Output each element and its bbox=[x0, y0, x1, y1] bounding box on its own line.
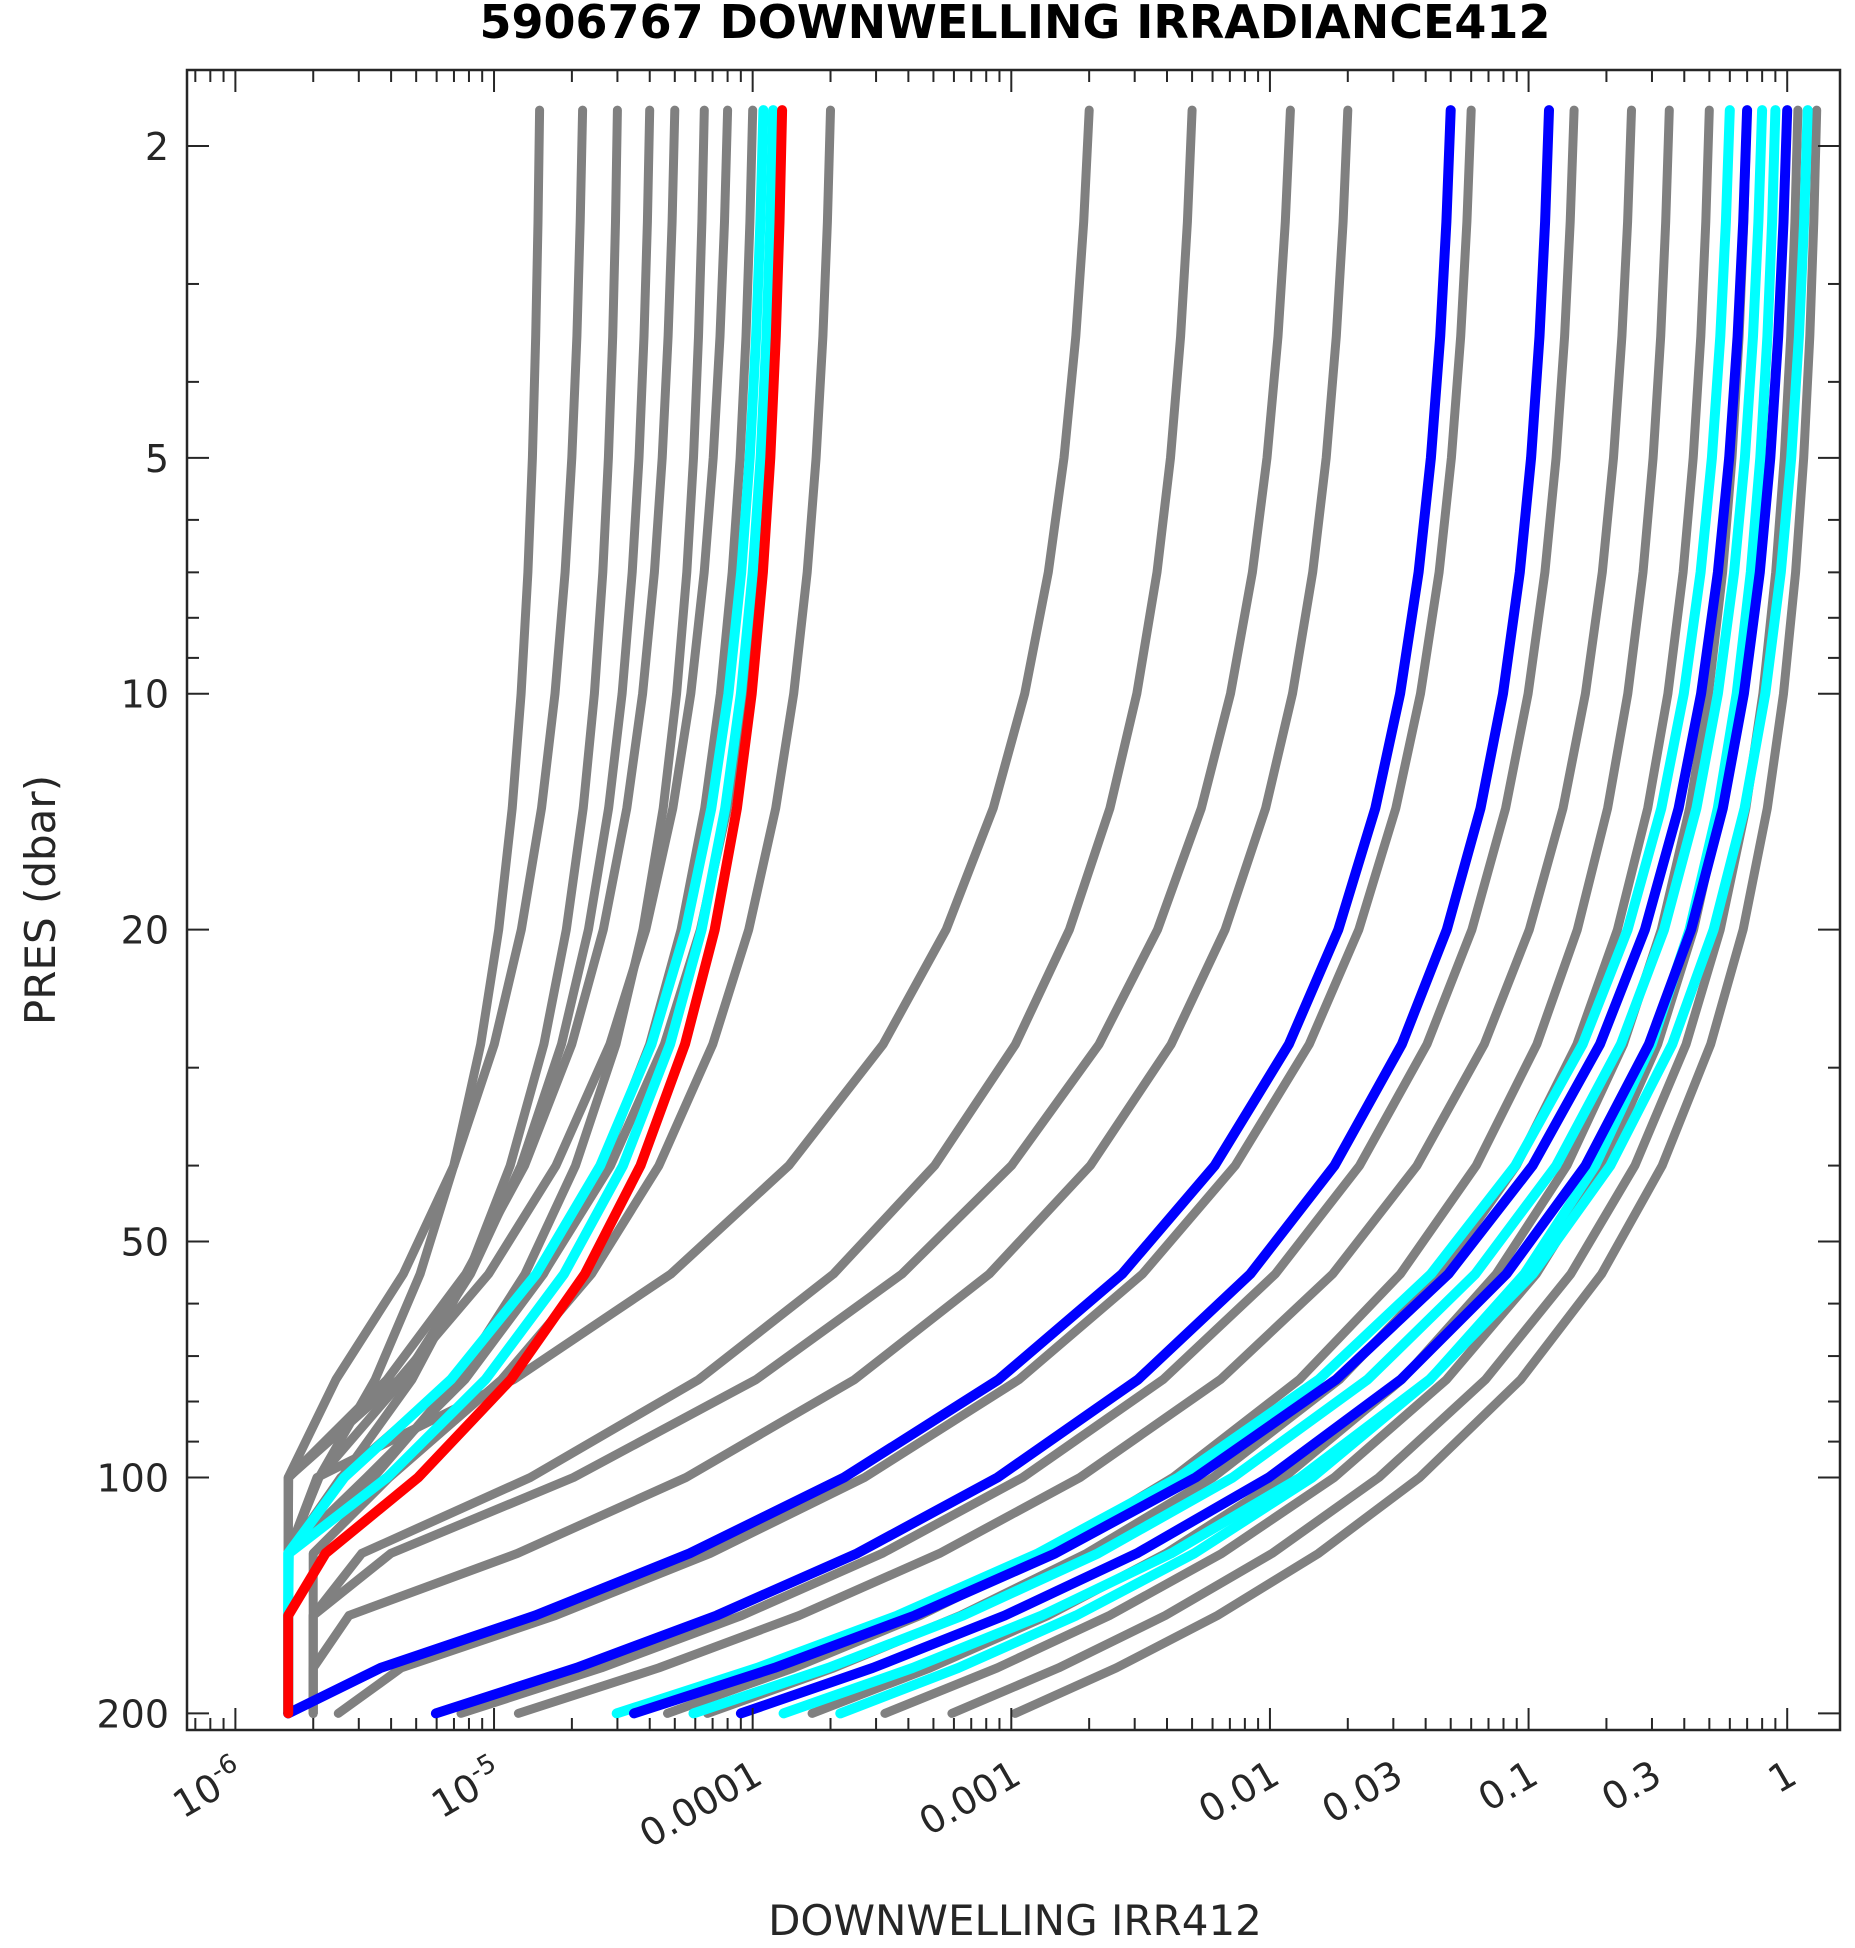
plot-border bbox=[185, 68, 1842, 1732]
series-line-gray-13 bbox=[308, 105, 1353, 1718]
plot-area bbox=[185, 68, 1842, 1732]
y-tick-label: 20 bbox=[121, 909, 169, 953]
x-tick-label: 0.01 bbox=[1191, 1752, 1286, 1832]
y-tick-label: 200 bbox=[96, 1692, 169, 1736]
series-line-gray-16 bbox=[513, 105, 1636, 1718]
chart-title: 5906767 DOWNWELLING IRRADIANCE412 bbox=[480, 0, 1551, 49]
y-axis-label: PRES (dbar) bbox=[16, 775, 65, 1025]
series-line-cyan-27 bbox=[778, 105, 1813, 1719]
y-tick-label: 10 bbox=[121, 673, 169, 717]
x-tick-label: 0.0001 bbox=[632, 1752, 769, 1857]
series-line-cyan-25 bbox=[611, 105, 1735, 1719]
y-tick-label: 100 bbox=[96, 1456, 169, 1500]
series-line-gray-14 bbox=[333, 105, 1476, 1718]
x-axis-label: DOWNWELLING IRR412 bbox=[768, 1896, 1262, 1945]
series-layer bbox=[283, 105, 1822, 1719]
x-tick-label: 1 bbox=[1761, 1752, 1804, 1802]
series-line-gray-12 bbox=[308, 105, 1295, 1718]
y-tick-label: 2 bbox=[145, 125, 169, 169]
series-line-gray-21 bbox=[947, 105, 1803, 1718]
x-tick-label: 10-6 bbox=[164, 1748, 252, 1827]
x-tick-label: 0.001 bbox=[912, 1752, 1028, 1845]
x-tick-labels: 10-6 10-5 0.0001 0.001 0.01 0.03 0.1 0.3 1 bbox=[164, 1748, 1804, 1857]
series-line-blue-29 bbox=[283, 105, 1456, 1719]
series-line-gray-11 bbox=[308, 105, 1197, 1718]
tick-layer bbox=[187, 70, 1840, 1730]
y-tick-label: 50 bbox=[121, 1221, 169, 1265]
x-tick-label: 0.1 bbox=[1471, 1752, 1545, 1820]
series-line-cyan-26 bbox=[688, 105, 1768, 1719]
series-line-blue-30 bbox=[430, 105, 1554, 1719]
y-tick-labels: 2 5 10 20 50 100 200 bbox=[96, 125, 169, 1736]
x-tick-label: 0.03 bbox=[1315, 1752, 1410, 1832]
series-line-blue-31 bbox=[629, 105, 1753, 1719]
x-tick-label: 0.3 bbox=[1594, 1752, 1668, 1820]
x-tick-label: 10-5 bbox=[422, 1748, 510, 1827]
series-line-gray-22 bbox=[1010, 105, 1822, 1718]
series-line-red-33 bbox=[283, 105, 788, 1719]
series-line-blue-32 bbox=[735, 105, 1793, 1719]
series-line-cyan-24 bbox=[283, 105, 779, 1719]
series-line-gray-15 bbox=[456, 105, 1579, 1718]
y-tick-label: 5 bbox=[145, 437, 169, 481]
